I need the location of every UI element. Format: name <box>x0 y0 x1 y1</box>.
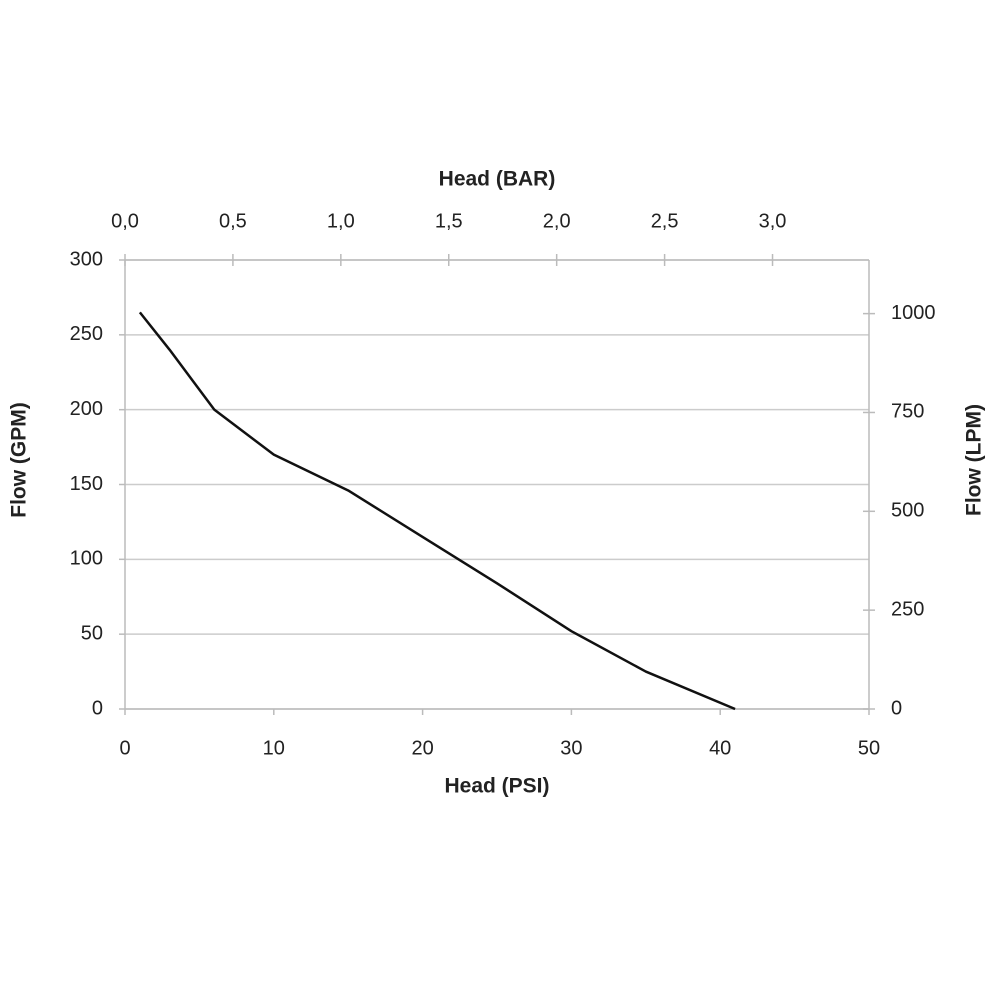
y-axis-label: Flow (GPM) <box>8 402 31 517</box>
y-tick-label: 0 <box>92 697 103 719</box>
y2-tick-label: 750 <box>891 401 924 423</box>
y2-axis-label: Flow (LPM) <box>963 404 986 516</box>
x-tick-label: 20 <box>411 737 433 759</box>
x-tick-label: 0 <box>119 737 130 759</box>
y2-tick-label: 0 <box>891 697 902 719</box>
y-tick-label: 300 <box>70 248 103 270</box>
y2-tick-label: 500 <box>891 500 924 522</box>
y-tick-label: 250 <box>70 323 103 345</box>
y-tick-label: 150 <box>70 473 103 495</box>
x-tick-label: 10 <box>263 737 285 759</box>
line <box>138 311 736 711</box>
x-tick-label: 40 <box>709 737 731 759</box>
y-tick-label: 100 <box>70 548 103 570</box>
x2-tick-label: 1,0 <box>327 210 355 232</box>
x2-tick-label: 0,5 <box>219 210 247 232</box>
x-tick-label: 50 <box>858 737 880 759</box>
x2-axis-label: Head (BAR) <box>439 168 556 191</box>
x-tick-label: 30 <box>560 737 582 759</box>
x2-tick-label: 2,0 <box>543 210 571 232</box>
x2-tick-label: 1,5 <box>435 210 463 232</box>
y-tick-label: 200 <box>70 398 103 420</box>
x2-tick-label: 2,5 <box>651 210 679 232</box>
x2-tick-label: 0,0 <box>111 210 139 232</box>
y2-tick-label: 250 <box>891 598 924 620</box>
x-axis-label: Head (PSI) <box>444 775 549 798</box>
x2-tick-label: 3,0 <box>759 210 787 232</box>
y-tick-label: 50 <box>81 622 103 644</box>
y2-tick-label: 1000 <box>891 302 936 324</box>
